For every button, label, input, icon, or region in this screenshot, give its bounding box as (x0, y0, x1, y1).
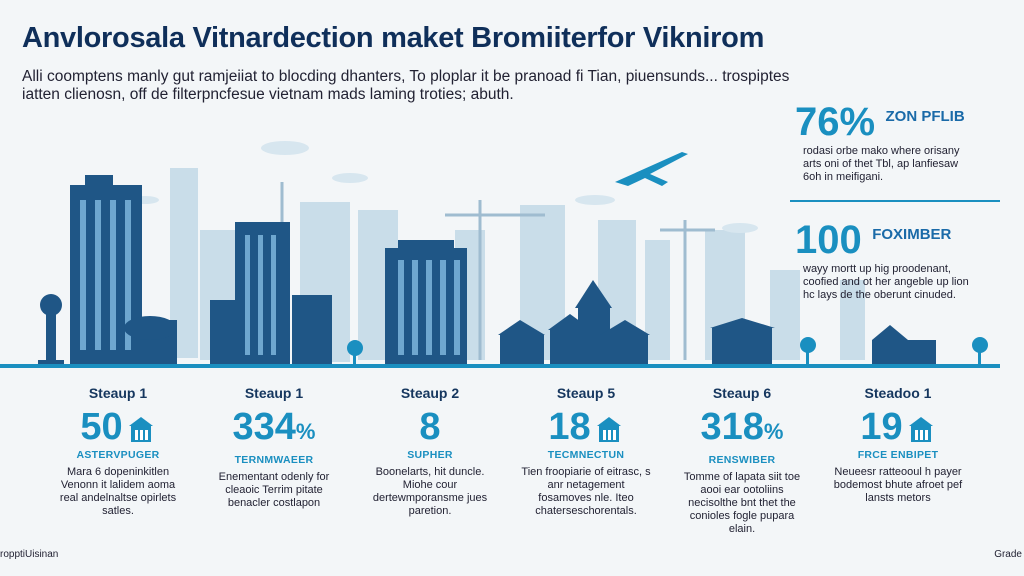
steps-row: Steaup 1 50 ASTERVPUGER Mara 6 dopeninki… (40, 385, 1000, 536)
step-header: Steaup 6 (712, 385, 772, 401)
step-value: 19 (820, 405, 976, 449)
step-card: Steadoo 1 19 FRCE ENBIPET Neueesr ratteo… (820, 385, 976, 536)
step-header: Steaup 2 (400, 385, 460, 401)
step-header: Steaup 1 (88, 385, 148, 401)
step-label: SUPHER (407, 449, 453, 461)
step-value: 8 (419, 406, 441, 448)
step-card: Steaup 1 50 ASTERVPUGER Mara 6 dopeninki… (40, 385, 196, 536)
step-card: Steaup 5 18 TECMNECTUN Tien froopiarie o… (508, 385, 664, 536)
side-stat-label: ZON PFLIB (885, 108, 965, 125)
step-card: Steaup 2 8 SUPHER Boonelarts, hit duncle… (352, 385, 508, 536)
step-header: Steaup 5 (556, 385, 616, 401)
step-label: FRCE ENBIPET (857, 449, 939, 461)
step-value: 18 (508, 405, 664, 449)
step-header: Steadoo 1 (864, 385, 932, 401)
side-stat-value: 76% (795, 100, 876, 144)
building-icon (908, 416, 933, 442)
step-text: Enementant odenly for cleaoic Terrim pit… (218, 471, 330, 509)
side-stat-1: 76% ZON PFLIB rodasi orbe mako where ori… (795, 100, 995, 184)
side-divider (790, 200, 1000, 202)
footer-left: ropptiUisinan (0, 549, 59, 560)
step-text: Tomme of lapata siit toe aooi ear ootoli… (683, 471, 801, 535)
step-label: TECMNECTUN (547, 449, 625, 461)
step-header: Steaup 1 (244, 385, 304, 401)
side-stat-2: 100 FOXIMBER wayy mortt up hig proodenan… (795, 218, 995, 302)
step-text: Tien froopiarie of eitrasc, s anr netage… (521, 466, 651, 517)
step-text: Mara 6 dopeninkitlen Venonn it lalidem a… (59, 466, 177, 517)
side-stat-text: rodasi orbe mako where orisany arts oni … (803, 145, 960, 183)
step-card: Steaup 6 318% RENSWIBER Tomme of lapata … (664, 385, 820, 536)
side-stat-text: wayy mortt up hig proodenant, coofied an… (803, 263, 969, 301)
step-label: TERNMWAEER (234, 454, 314, 466)
step-value: 50 (40, 405, 196, 449)
city-skyline-illustration (0, 141, 1000, 368)
building-icon (596, 416, 621, 442)
step-card: Steaup 1 334% TERNMWAEER Enementant oden… (196, 385, 352, 536)
side-stat-label: FOXIMBER (872, 226, 952, 243)
step-text: Boonelarts, hit duncle. Miohe cour derte… (372, 466, 488, 517)
footer-right: Grade (994, 549, 1022, 560)
step-value: 334% (232, 406, 316, 448)
side-stat-value: 100 (795, 218, 862, 262)
intro-text: Alli coomptens manly gut ramjeiiat to bl… (22, 68, 790, 103)
step-text: Neueesr ratteooul h payer bodemost bhute… (833, 466, 963, 504)
step-label: RENSWIBER (708, 454, 776, 466)
building-icon (128, 416, 153, 442)
step-label: ASTERVPUGER (76, 449, 160, 461)
page-title: Anvlorosala Vitnardection maket Bromiite… (22, 22, 765, 54)
step-value: 318% (700, 406, 784, 448)
